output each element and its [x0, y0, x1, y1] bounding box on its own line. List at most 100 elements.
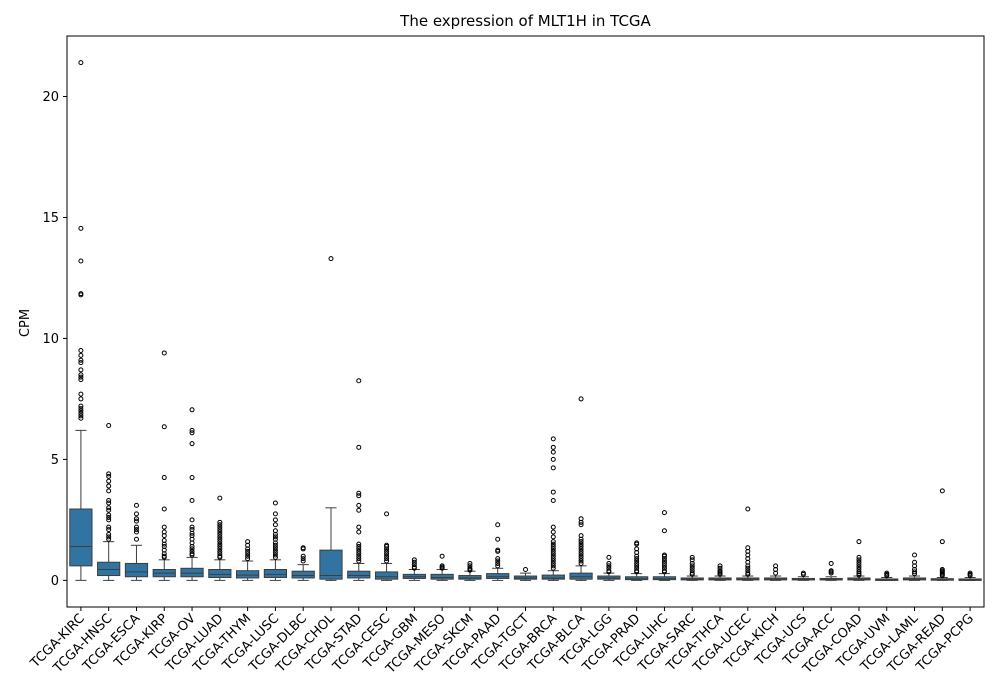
outlier-point	[189, 544, 195, 550]
outlier-point	[384, 556, 390, 562]
outlier-point	[661, 556, 667, 562]
outlier-point	[272, 545, 278, 551]
outlier-point	[161, 506, 167, 512]
outlier-point	[550, 541, 556, 547]
outlier-point	[661, 528, 667, 534]
outlier-point	[217, 546, 223, 552]
outlier-point	[578, 546, 584, 552]
outlier-point	[773, 570, 779, 576]
outlier-point	[856, 569, 862, 575]
outlier-point	[578, 560, 584, 566]
outlier-point	[550, 546, 556, 552]
outlier-point	[495, 560, 501, 566]
outlier-point	[578, 519, 584, 525]
outlier-point	[495, 558, 501, 564]
outlier-point	[106, 498, 112, 504]
outlier-point	[133, 527, 139, 533]
outlier-point	[272, 531, 278, 537]
outlier-point	[245, 553, 251, 559]
outlier-point	[78, 377, 84, 383]
outlier-point	[689, 560, 695, 566]
outlier-point	[161, 541, 167, 547]
outlier-point	[78, 374, 84, 380]
outlier-point	[717, 571, 723, 577]
outlier-point	[300, 558, 306, 564]
outlier-point	[78, 406, 84, 412]
outlier-point	[133, 529, 139, 535]
outlier-point	[106, 531, 112, 537]
outlier-point	[106, 536, 112, 542]
outlier-point	[78, 60, 84, 66]
outlier-point	[912, 552, 918, 558]
outlier-point	[245, 556, 251, 562]
outlier-point	[606, 563, 612, 569]
outlier-point	[161, 524, 167, 530]
outlier-point	[300, 546, 306, 552]
plot-area: 05101520TCGA-KIRCTCGA-HNSCTCGA-ESCATCGA-…	[27, 60, 982, 677]
outlier-point	[356, 541, 362, 547]
outlier-point	[523, 566, 528, 572]
outlier-point	[78, 396, 84, 402]
outlier-point	[356, 529, 362, 535]
outlier-point	[272, 542, 278, 548]
outlier-point	[300, 556, 306, 562]
outlier-point	[272, 517, 278, 523]
outlier-point	[133, 511, 139, 517]
outlier-point	[217, 548, 223, 554]
outlier-point	[439, 565, 445, 571]
outlier-point	[356, 490, 362, 496]
outlier-point	[856, 539, 862, 545]
y-tick-label: 0	[51, 574, 59, 589]
outlier-point	[661, 553, 667, 559]
outlier-point	[106, 514, 112, 520]
outlier-point	[578, 541, 584, 547]
outlier-point	[800, 571, 806, 577]
outlier-point	[384, 553, 390, 559]
outlier-point	[189, 498, 195, 504]
outlier-point	[578, 396, 584, 402]
outlier-point	[217, 541, 223, 547]
outlier-point	[550, 529, 556, 535]
outlier-point	[912, 569, 918, 575]
outlier-point	[356, 548, 362, 554]
outlier-point	[856, 564, 862, 570]
outlier-point	[106, 478, 112, 484]
outlier-point	[550, 444, 556, 450]
outlier-point	[634, 560, 640, 566]
outlier-point	[745, 565, 751, 571]
outlier-point	[550, 565, 556, 571]
outlier-point	[106, 483, 112, 489]
box-tcga-stad	[347, 570, 371, 579]
outlier-point	[550, 560, 556, 566]
box-tcga-chol	[319, 549, 343, 580]
outlier-point	[606, 560, 612, 566]
box-tcga-dlbc	[291, 570, 315, 579]
outlier-point	[217, 539, 223, 545]
outlier-point	[578, 551, 584, 557]
outlier-point	[384, 558, 390, 564]
outlier-point	[939, 488, 945, 494]
outlier-point	[912, 571, 918, 577]
outlier-point	[634, 553, 640, 559]
outlier-point	[217, 495, 223, 501]
outlier-point	[78, 367, 84, 373]
outlier-point	[161, 554, 167, 560]
box-tcga-hnsc	[97, 561, 121, 577]
outlier-point	[384, 544, 390, 550]
outlier-point	[328, 256, 334, 262]
outlier-point	[272, 540, 278, 546]
outlier-point	[217, 531, 223, 537]
outlier-point	[856, 554, 862, 560]
outlier-point	[939, 573, 945, 579]
box-tcga-ov	[180, 567, 204, 578]
outlier-point	[411, 557, 417, 563]
outlier-point	[661, 569, 667, 575]
outlier-point	[217, 536, 223, 542]
outlier-point	[578, 522, 584, 528]
outlier-point	[856, 572, 862, 578]
outlier-point	[634, 558, 640, 564]
outlier-point	[550, 553, 556, 559]
outlier-point	[106, 488, 112, 494]
box-tcga-paad	[486, 573, 510, 579]
y-tick-label: 20	[42, 90, 59, 105]
